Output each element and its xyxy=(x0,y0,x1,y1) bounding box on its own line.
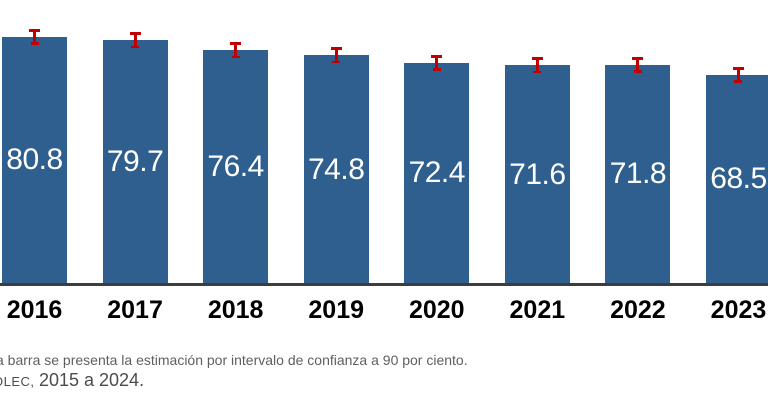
error-bar-2021 xyxy=(531,57,543,74)
bar-chart-plot-area: 80.8 79.7 76.4 74.8 72.4 71.6 71.8 68.5 xyxy=(2,28,768,284)
x-axis-labels-row: 2016 2017 2018 2019 2020 2021 2022 2023 xyxy=(0,298,768,328)
x-axis-label-2020: 2020 xyxy=(408,296,465,324)
x-axis-label-2023: 2023 xyxy=(710,296,767,324)
error-bar-cap-bot xyxy=(432,68,441,71)
bar-2017: 79.7 xyxy=(102,40,168,284)
error-bar-cap-bot xyxy=(734,80,743,83)
error-bar-2017 xyxy=(129,32,141,49)
error-bar-stem xyxy=(736,66,740,83)
bar-value-label: 71.6 xyxy=(509,157,566,191)
x-axis-label-2018: 2018 xyxy=(207,296,264,324)
error-bar-stem xyxy=(234,42,238,59)
footnote-confidence-interval: a barra se presenta la estimación por in… xyxy=(0,352,468,368)
bar-value-label: 71.8 xyxy=(609,157,667,191)
error-bar-cap-bot xyxy=(231,55,240,59)
source-years: 2015 a 2024. xyxy=(38,370,145,390)
bar-value-label: 68.5 xyxy=(710,162,767,196)
bar-value-label: 79.7 xyxy=(106,145,164,179)
x-axis-label-2019: 2019 xyxy=(308,296,365,324)
bar-2016: 80.8 xyxy=(2,36,67,284)
error-bar-2016 xyxy=(29,28,40,45)
x-axis-label-2021: 2021 xyxy=(509,296,566,324)
bar-value-label: 74.8 xyxy=(308,152,365,186)
error-bar-cap-bot xyxy=(30,42,39,45)
bar-value-label: 76.4 xyxy=(207,150,264,184)
error-bar-stem xyxy=(435,54,439,71)
bar-2023: 68.5 xyxy=(705,74,768,284)
error-bar-stem xyxy=(33,28,36,45)
error-bar-stem xyxy=(334,47,338,64)
error-bar-cap-bot xyxy=(332,60,341,64)
error-bar-stem xyxy=(535,57,539,74)
bar-2019: 74.8 xyxy=(303,55,369,284)
error-bar-2018 xyxy=(230,42,242,59)
bar-2021: 71.6 xyxy=(504,65,570,284)
error-bar-cap-bot xyxy=(131,45,140,49)
bar-2018: 76.4 xyxy=(203,50,269,284)
error-bar-stem xyxy=(133,32,137,49)
source-acronym: OLEC, xyxy=(0,374,35,389)
error-bar-cap-bot xyxy=(533,70,542,74)
bar-2020: 72.4 xyxy=(404,62,470,284)
bar-2022: 71.8 xyxy=(605,64,671,284)
error-bar-2019 xyxy=(330,47,342,64)
error-bar-cap-bot xyxy=(633,70,642,73)
x-axis-label-2016: 2016 xyxy=(6,296,63,324)
x-axis-label-2022: 2022 xyxy=(610,296,666,324)
x-axis-line xyxy=(0,283,768,286)
error-bar-2020 xyxy=(431,54,443,71)
error-bar-2023 xyxy=(732,66,744,83)
x-axis-label-2017: 2017 xyxy=(107,296,163,324)
source-line: OLEC, 2015 a 2024. xyxy=(0,370,144,391)
bar-value-label: 80.8 xyxy=(6,143,63,177)
error-bar-stem xyxy=(636,56,640,73)
bar-value-label: 72.4 xyxy=(408,156,466,190)
error-bar-2022 xyxy=(632,56,644,73)
